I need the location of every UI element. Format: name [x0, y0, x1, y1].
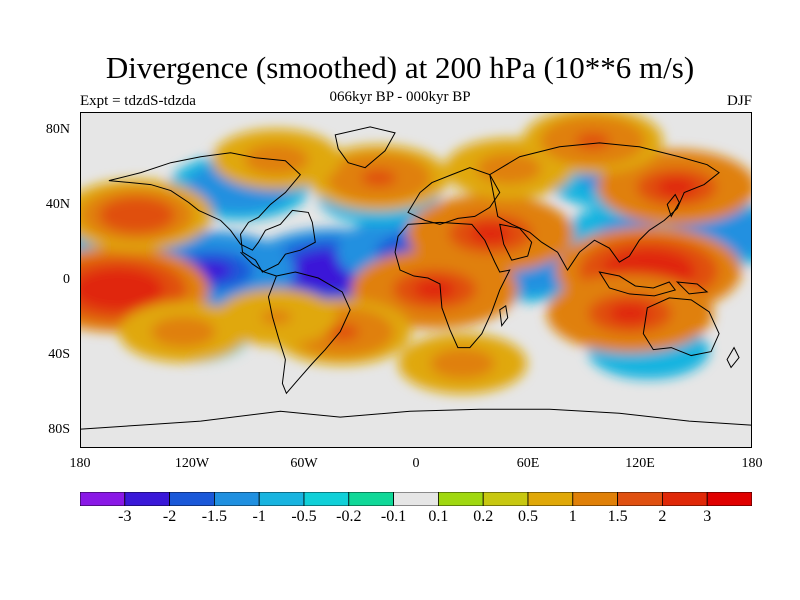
- colorbar-box: [348, 492, 394, 506]
- coast-north-america: [108, 152, 316, 273]
- map-plot: [27, 107, 794, 447]
- colorbar-box: [169, 492, 215, 506]
- colorbar-box: [617, 492, 663, 506]
- colorbar-label: 3: [703, 508, 712, 525]
- y-tick-label: 80S: [48, 422, 70, 437]
- field-contour: [705, 225, 741, 242]
- x-tick-label: 180: [69, 456, 91, 471]
- colorbar-box: [662, 492, 708, 506]
- colorbar-box: [482, 492, 529, 506]
- coast-new-zealand: [726, 346, 740, 369]
- y-tick-label: 40N: [45, 197, 70, 212]
- field-anomaly: [398, 333, 527, 394]
- field-anomaly: [522, 107, 663, 174]
- field-anomaly: [546, 274, 714, 353]
- map-panel: [27, 107, 794, 448]
- coast-asia: [489, 142, 720, 272]
- colorbar-box: [527, 492, 574, 506]
- x-tick-label: 120E: [625, 456, 655, 471]
- field-contour: [361, 169, 397, 187]
- field-contour: [324, 323, 360, 341]
- field-anomaly: [215, 288, 338, 346]
- field-contour: [95, 278, 141, 301]
- coast-japan: [666, 193, 680, 218]
- coast-greenland: [334, 126, 396, 169]
- coast-europe: [407, 167, 501, 225]
- colorbar-label: -0.5: [291, 508, 317, 525]
- field-anomaly: [118, 301, 248, 363]
- colorbar-box: [213, 492, 260, 506]
- x-tick-label: 0: [412, 456, 420, 471]
- coast-australia: [642, 297, 720, 357]
- field-contour: [469, 223, 512, 244]
- field-contour: [656, 177, 697, 197]
- field-contour: [575, 132, 611, 150]
- coast-africa: [394, 221, 511, 349]
- colorbar-label: -1: [252, 508, 266, 525]
- colorbar-box: [572, 492, 618, 506]
- x-tick-label: 60E: [516, 456, 540, 471]
- colorbar-label: -1.5: [201, 508, 228, 525]
- x-tick-label: 60W: [290, 456, 318, 471]
- colorbar-box: [124, 492, 170, 506]
- season-label: DJF: [726, 93, 752, 109]
- coast-new-guinea: [675, 281, 709, 295]
- colorbar-box: [303, 492, 350, 506]
- colorbar-label: -0.1: [380, 508, 407, 525]
- colorbar: [80, 492, 752, 506]
- colorbar-label: 0.2: [473, 508, 494, 525]
- chart-subtitle: 066kyr BP - 000kyr BP: [329, 89, 471, 105]
- colorbar-label: -2: [162, 508, 177, 525]
- colorbar-label: 1.5: [607, 508, 628, 525]
- colorbar-label: 2: [658, 508, 667, 525]
- y-tick-label: 80N: [45, 122, 70, 137]
- colorbar-label: -0.2: [336, 508, 362, 525]
- colorbar-box: [258, 492, 305, 506]
- field-contour: [492, 161, 526, 177]
- colorbar-label: 1: [568, 508, 577, 525]
- x-tick-label: 120W: [174, 456, 210, 471]
- coast-arabia: [499, 223, 533, 261]
- coast-south-america: [267, 271, 351, 395]
- field-contour: [117, 206, 156, 225]
- colorbar-box: [393, 492, 439, 506]
- colorbar-label: 0.1: [428, 508, 449, 525]
- colorbar-label: 0.5: [518, 508, 538, 525]
- y-tick-label: 40S: [48, 347, 70, 362]
- chart-title: Divergence (smoothed) at 200 hPa (10**6 …: [105, 50, 695, 85]
- y-tick-label: 0: [63, 272, 70, 287]
- divergence-field: [27, 107, 794, 394]
- field-anomaly: [596, 149, 757, 225]
- colorbar-box: [80, 492, 126, 506]
- field-anomaly: [61, 179, 213, 251]
- x-tick-label: 180: [741, 456, 763, 471]
- field-anomaly: [308, 144, 449, 212]
- experiment-label: Expt = tdzdS-tdzda: [80, 93, 196, 109]
- field-anomaly: [351, 249, 518, 329]
- coast-madagascar: [499, 305, 509, 328]
- colorbar-box: [437, 492, 484, 506]
- coastlines: [80, 126, 752, 430]
- field-contour: [446, 355, 479, 372]
- coast-central-america: [240, 251, 277, 277]
- coast-antarctica: [80, 408, 752, 430]
- colorbar-box: [706, 492, 752, 506]
- field-contour: [413, 279, 456, 300]
- coast-indonesia: [598, 271, 677, 297]
- colorbar-label: -3: [118, 508, 132, 525]
- field-contour: [261, 309, 292, 325]
- field-contour: [609, 303, 651, 324]
- field-contour: [167, 324, 200, 340]
